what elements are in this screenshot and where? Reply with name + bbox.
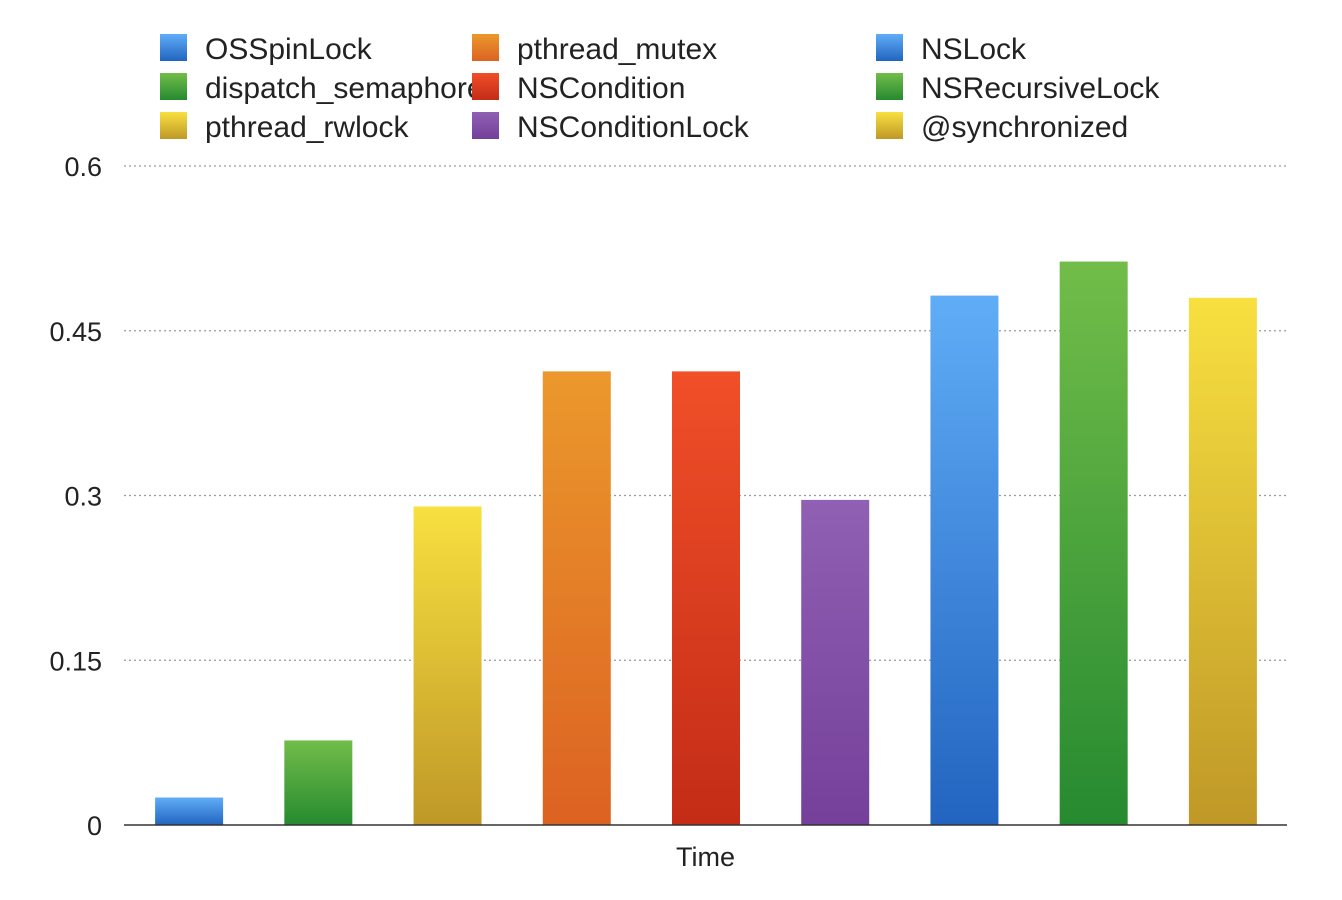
y-tick-label: 0.15 — [49, 646, 102, 676]
legend-item: OSSpinLock — [160, 33, 373, 66]
legend-swatch — [472, 73, 499, 100]
legend-label: dispatch_semaphore — [205, 72, 484, 105]
bar-pthread-mutex — [542, 371, 611, 825]
legend-item: dispatch_semaphore — [160, 72, 484, 105]
legend-swatch — [472, 112, 499, 139]
legend-label: NSRecursiveLock — [921, 72, 1160, 105]
bar-nscondition — [672, 371, 740, 825]
bars — [155, 261, 1257, 825]
y-tick-label: 0.6 — [64, 152, 102, 182]
legend-label: @synchronized — [921, 111, 1128, 144]
legend-item: @synchronized — [876, 111, 1128, 144]
legend-swatch — [160, 73, 187, 100]
legend-item: pthread_rwlock — [160, 111, 409, 144]
legend-item: NSCondition — [472, 72, 685, 105]
legend-label: pthread_mutex — [517, 33, 717, 66]
legend-swatch — [472, 34, 499, 61]
bar-osspinlock — [155, 797, 224, 825]
legend-label: NSConditionLock — [517, 111, 750, 144]
legend-label: NSLock — [921, 33, 1027, 66]
legend-swatch — [876, 73, 903, 100]
bar-dispatch-semaphore — [284, 740, 353, 825]
x-axis-label: Time — [676, 842, 735, 872]
legend-label: NSCondition — [517, 72, 685, 105]
y-tick-label: 0.45 — [49, 317, 102, 347]
y-tick-label: 0 — [87, 811, 102, 841]
bar-nslock — [930, 295, 999, 825]
bar-pthread-rwlock — [413, 506, 482, 825]
legend-item: pthread_mutex — [472, 33, 717, 66]
bar-nsconditionlock — [801, 499, 870, 825]
legend: OSSpinLock dispatch_semaphore pthread_rwlo… — [160, 33, 1160, 144]
y-tick-label: 0.3 — [64, 482, 102, 512]
legend-swatch — [160, 112, 187, 139]
legend-swatch — [876, 112, 903, 139]
legend-swatch — [876, 34, 903, 61]
legend-swatch — [160, 34, 187, 61]
legend-item: NSRecursiveLock — [876, 72, 1160, 105]
legend-item: NSConditionLock — [472, 111, 750, 144]
y-axis-ticks: 0 0.15 0.3 0.45 0.6 — [49, 152, 102, 841]
bar-synchronized — [1188, 297, 1257, 825]
legend-item: NSLock — [876, 33, 1027, 66]
legend-label: pthread_rwlock — [205, 111, 409, 144]
bar-nsrecursivelock — [1059, 261, 1128, 825]
legend-label: OSSpinLock — [205, 33, 373, 66]
